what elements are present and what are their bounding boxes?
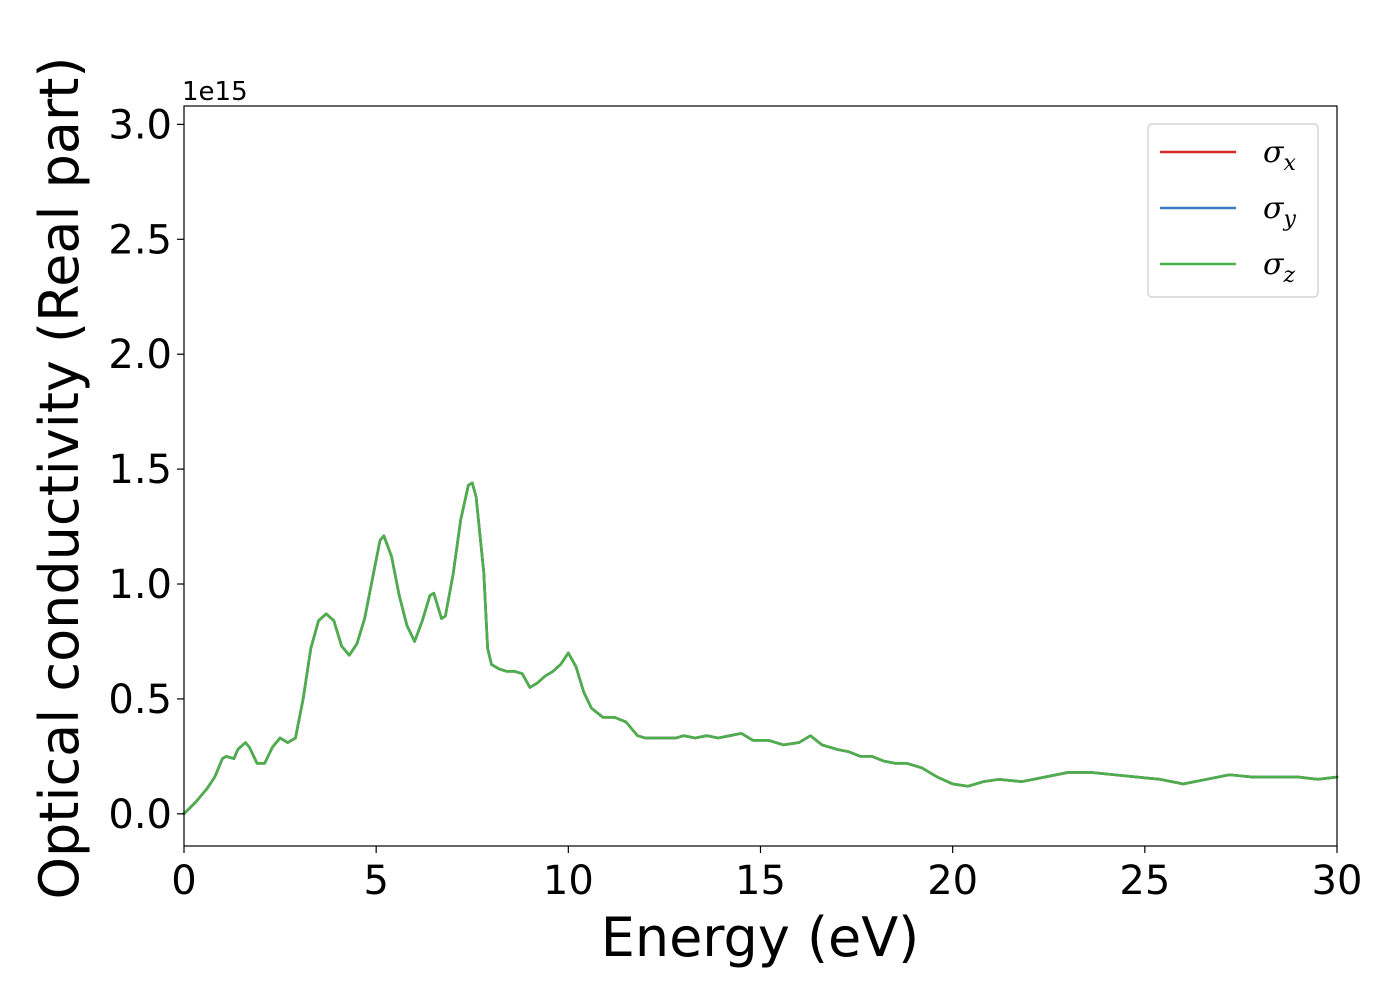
series-line-3 xyxy=(182,481,1339,816)
y-tick-label: 2.5 xyxy=(108,217,172,263)
legend-label-y: σy xyxy=(1263,191,1296,232)
x-axis: 0 5 10 15 20 25 30 xyxy=(171,846,1362,904)
y-tick-label: 3.0 xyxy=(108,102,172,148)
x-tick-label: 30 xyxy=(1312,858,1363,904)
y-tick-label: 0.0 xyxy=(108,792,172,838)
x-axis-title: Energy (eV) xyxy=(601,906,920,969)
series-layer xyxy=(182,481,1339,816)
legend-box xyxy=(1147,123,1319,298)
x-tick-label: 10 xyxy=(543,858,594,904)
x-tick-label: 25 xyxy=(1119,858,1170,904)
legend: σx σy σz xyxy=(1147,123,1319,298)
y-tick-label: 2.0 xyxy=(108,332,172,378)
legend-label-x: σx xyxy=(1263,135,1296,176)
plot-area xyxy=(184,106,1337,846)
x-tick-label: 0 xyxy=(171,858,196,904)
y-offset-label: 1e15 xyxy=(182,77,248,107)
x-tick-label: 5 xyxy=(363,858,388,904)
y-axis-title: Optical conductivity (Real part) xyxy=(28,57,91,900)
y-tick-label: 0.5 xyxy=(108,677,172,723)
x-tick-label: 20 xyxy=(927,858,978,904)
legend-label-z: σz xyxy=(1263,247,1295,288)
x-tick-label: 15 xyxy=(735,858,786,904)
y-tick-label: 1.5 xyxy=(108,447,172,493)
y-axis: 0.0 0.5 1.0 1.5 2.0 2.5 3.0 xyxy=(108,102,184,838)
y-tick-label: 1.0 xyxy=(108,562,172,608)
